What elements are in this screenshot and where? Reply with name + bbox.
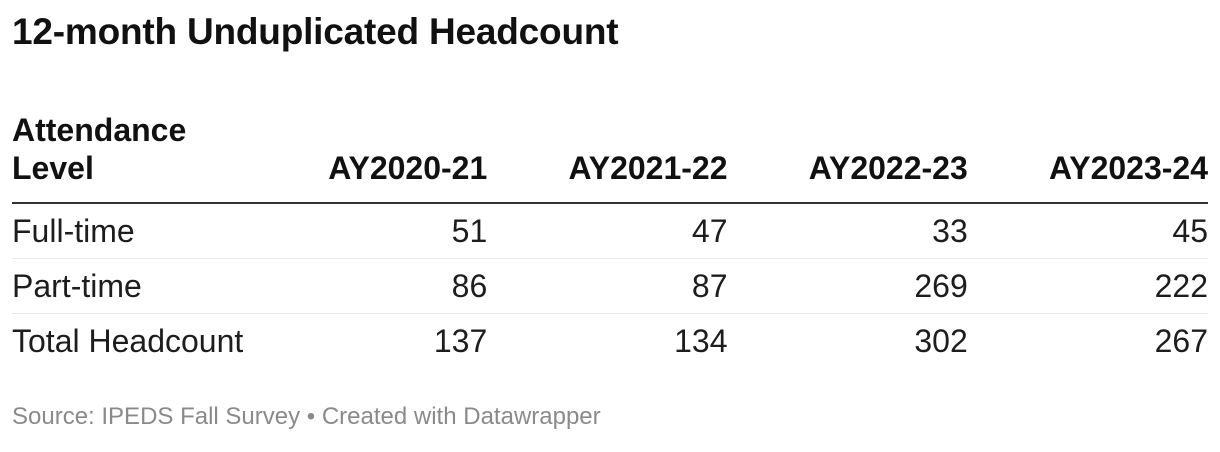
table-row-full-time: Full-time 51 47 33 45 [12,203,1208,259]
cell-value: 45 [967,203,1208,259]
cell-value: 302 [914,323,968,359]
cell-value: 134 [674,323,728,359]
cell-value: 137 [433,323,488,359]
table-body: Full-time 51 47 33 45 Part-time 86 87 26… [12,203,1208,368]
table-row-total-headcount: Total Headcount 137 134 302 267 [12,314,1208,369]
cell-value: 222 [967,258,1208,314]
column-header-ay2020-21: AY2020-21 [247,111,488,204]
cell-value: 33 [727,203,968,259]
table-header-row: Attendance Level AY2020-21 AY2021-22 AY2… [12,111,1208,204]
column-header-ay2022-23: AY2022-23 [727,111,968,204]
column-header-ay2023-24: AY2023-24 [967,111,1208,204]
table-header: Attendance Level AY2020-21 AY2021-22 AY2… [12,111,1208,204]
chart-container: 12-month Unduplicated Headcount Attendan… [0,10,1220,432]
source-attribution: Source: IPEDS Fall Survey • Created with… [12,403,601,430]
table-row-part-time: Part-time 86 87 269 222 [12,258,1208,314]
page-title: 12-month Unduplicated Headcount [12,11,619,52]
cell-value: 51 [247,203,488,259]
cell-value: 269 [727,258,968,314]
cell-value: 267 [1154,323,1208,359]
cell-value: 47 [487,203,728,259]
column-header-attendance-level: Attendance Level [12,111,247,204]
cell-value: 87 [487,258,728,314]
row-label: Part-time [12,258,247,314]
column-header-ay2021-22: AY2021-22 [487,111,728,204]
row-label: Full-time [12,203,247,259]
row-label: Total Headcount [12,323,244,359]
headcount-table: Attendance Level AY2020-21 AY2021-22 AY2… [12,111,1208,368]
cell-value: 86 [247,258,488,314]
